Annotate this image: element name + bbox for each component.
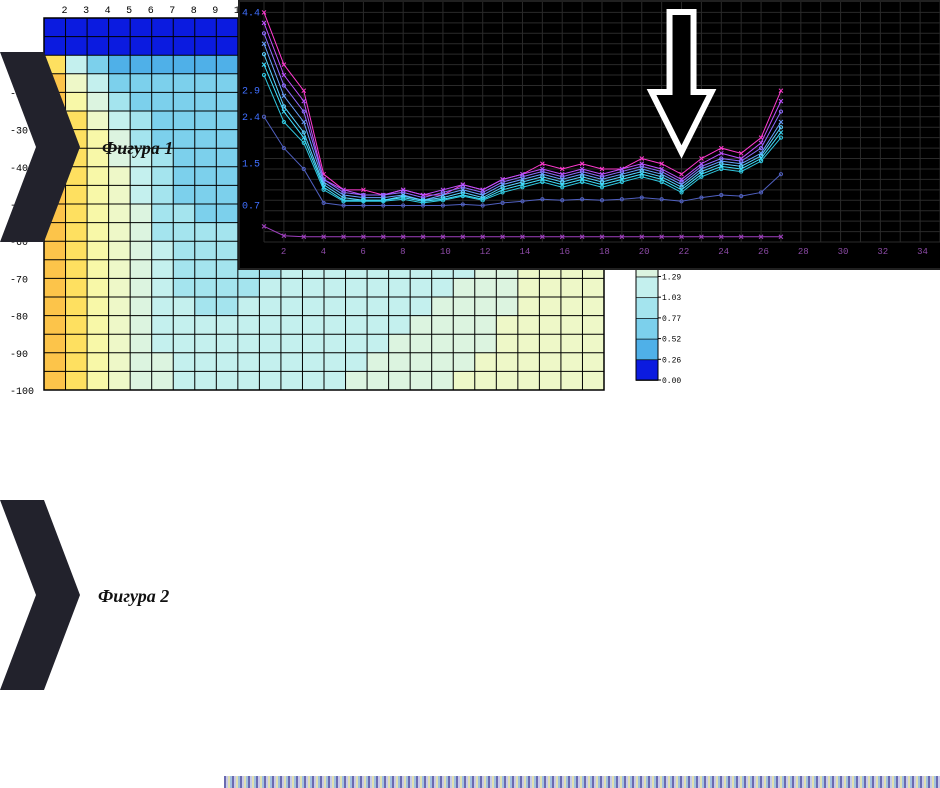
svg-text:-30: -30 bbox=[10, 127, 28, 138]
svg-text:2.9: 2.9 bbox=[242, 87, 260, 98]
figure1-label: Фигура 1 bbox=[102, 138, 173, 159]
svg-text:0.77: 0.77 bbox=[662, 315, 681, 324]
svg-text:-90: -90 bbox=[10, 350, 28, 361]
svg-text:4: 4 bbox=[321, 247, 326, 257]
svg-text:7: 7 bbox=[169, 6, 175, 17]
svg-text:9: 9 bbox=[212, 6, 218, 17]
svg-text:30: 30 bbox=[838, 247, 849, 257]
svg-text:24: 24 bbox=[718, 247, 729, 257]
svg-text:28: 28 bbox=[798, 247, 809, 257]
svg-text:4.4: 4.4 bbox=[242, 8, 260, 19]
figure1-chart: 2468101214161820222426283032340.71.52.42… bbox=[238, 0, 940, 270]
svg-text:4: 4 bbox=[105, 6, 111, 17]
svg-text:1.5: 1.5 bbox=[242, 160, 260, 171]
svg-text:2: 2 bbox=[62, 6, 68, 17]
svg-text:32: 32 bbox=[877, 247, 888, 257]
svg-text:22: 22 bbox=[679, 247, 690, 257]
svg-text:-70: -70 bbox=[10, 275, 28, 286]
svg-text:0.52: 0.52 bbox=[662, 336, 681, 345]
decor-chevron-2 bbox=[0, 500, 80, 690]
svg-text:6: 6 bbox=[360, 247, 365, 257]
svg-text:0.7: 0.7 bbox=[242, 201, 260, 212]
svg-text:1.29: 1.29 bbox=[662, 273, 681, 282]
svg-text:6: 6 bbox=[148, 6, 154, 17]
svg-text:0.26: 0.26 bbox=[662, 356, 681, 365]
svg-text:5: 5 bbox=[126, 6, 132, 17]
svg-text:34: 34 bbox=[917, 247, 928, 257]
svg-text:20: 20 bbox=[639, 247, 650, 257]
svg-text:8: 8 bbox=[400, 247, 405, 257]
svg-text:14: 14 bbox=[519, 247, 530, 257]
svg-text:10: 10 bbox=[440, 247, 451, 257]
svg-text:-80: -80 bbox=[10, 313, 28, 324]
figure2-label: Фигура 2 bbox=[98, 586, 169, 607]
svg-text:-40: -40 bbox=[10, 164, 28, 175]
svg-text:18: 18 bbox=[599, 247, 610, 257]
svg-text:3: 3 bbox=[83, 6, 89, 17]
svg-text:0.00: 0.00 bbox=[662, 377, 681, 386]
svg-text:16: 16 bbox=[559, 247, 570, 257]
svg-text:12: 12 bbox=[480, 247, 491, 257]
footer-noise-strip bbox=[224, 776, 940, 788]
svg-text:26: 26 bbox=[758, 247, 769, 257]
svg-text:8: 8 bbox=[191, 6, 197, 17]
svg-text:-100: -100 bbox=[10, 387, 34, 398]
svg-text:1.03: 1.03 bbox=[662, 294, 681, 303]
svg-text:2: 2 bbox=[281, 247, 286, 257]
svg-text:2.4: 2.4 bbox=[242, 113, 260, 124]
